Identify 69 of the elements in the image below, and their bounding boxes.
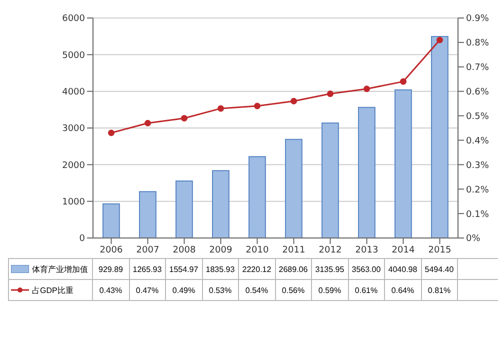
x-tick-label: 2009 xyxy=(209,245,232,256)
point xyxy=(144,120,151,126)
data-label: 4040.98 xyxy=(385,259,422,279)
y2-tick-label: 0.8% xyxy=(466,38,490,49)
y2-tick-label: 0.7% xyxy=(466,63,490,74)
bar xyxy=(431,36,448,238)
data-label: 3135.95 xyxy=(312,259,348,279)
data-label: 1265.93 xyxy=(130,259,166,279)
bar xyxy=(139,191,156,238)
point xyxy=(364,86,370,92)
x-tick-label: 2014 xyxy=(392,245,415,256)
y2-tick-label: 0.5% xyxy=(466,112,490,122)
y2-tick-label: 0.3% xyxy=(466,160,490,171)
y-tick-label: 3000 xyxy=(62,124,86,134)
point xyxy=(327,90,334,98)
data-label: 5494.40 xyxy=(422,259,458,279)
data-label: 0.61% xyxy=(348,280,385,300)
data-label: 0.53% xyxy=(202,280,239,300)
y2-tick-label: 0.4% xyxy=(466,136,490,146)
data-label: 3563.00 xyxy=(348,259,385,279)
x-tick-label: 2008 xyxy=(172,245,196,256)
bar xyxy=(176,180,193,238)
point xyxy=(108,130,114,136)
x-tick-label: 2015 xyxy=(428,245,452,256)
legend-label: 占GDP比重 xyxy=(32,284,74,296)
y2-tick-label: 0.9% xyxy=(466,14,490,24)
bar xyxy=(394,89,412,238)
data-label: 2220.12 xyxy=(239,259,276,279)
data-label: 929.89 xyxy=(93,259,130,279)
bar xyxy=(248,156,266,238)
y-tick-label: 2000 xyxy=(62,160,86,171)
x-tick-label: 2010 xyxy=(246,245,269,256)
data-label: 0.56% xyxy=(276,280,312,300)
legend-label: 体育产业增加值 xyxy=(32,264,88,274)
bar xyxy=(102,203,120,238)
x-tick-label: 2007 xyxy=(136,245,160,256)
data-label: 0.64% xyxy=(385,280,422,300)
data-label: 0.47% xyxy=(130,280,166,300)
y2-tick-label: 0% xyxy=(466,234,481,244)
y2-tick-label: 0.2% xyxy=(466,185,490,196)
bar xyxy=(358,106,376,238)
point xyxy=(181,114,188,122)
data-label: 0.49% xyxy=(166,280,202,300)
y-tick-label: 0 xyxy=(79,234,86,244)
bar xyxy=(212,170,230,238)
y-tick-label: 4000 xyxy=(62,88,86,98)
data-label: 1835.93 xyxy=(202,259,239,279)
point xyxy=(400,78,406,85)
data-label: 0.43% xyxy=(93,280,130,300)
y-tick-label: 5000 xyxy=(62,50,86,61)
point xyxy=(290,98,297,104)
y-tick-label: 1000 xyxy=(62,198,86,208)
bar xyxy=(322,122,339,238)
data-label: 2689.06 xyxy=(276,259,312,279)
x-tick-label: 2012 xyxy=(318,245,342,256)
point xyxy=(436,36,443,44)
x-tick-label: 2011 xyxy=(282,245,306,256)
y-tick-label: 6000 xyxy=(62,14,86,24)
point xyxy=(254,102,260,110)
y2-tick-label: 0.1% xyxy=(466,210,490,220)
x-tick-label: 2006 xyxy=(100,245,123,256)
y2-tick-label: 0.6% xyxy=(466,88,490,98)
bar xyxy=(285,138,302,238)
data-label: 1554.97 xyxy=(166,259,202,279)
x-tick-label: 2013 xyxy=(355,245,378,256)
point xyxy=(218,105,224,112)
data-label: 0.81% xyxy=(422,280,458,300)
data-label: 0.59% xyxy=(312,280,348,300)
data-label: 0.54% xyxy=(239,280,276,300)
